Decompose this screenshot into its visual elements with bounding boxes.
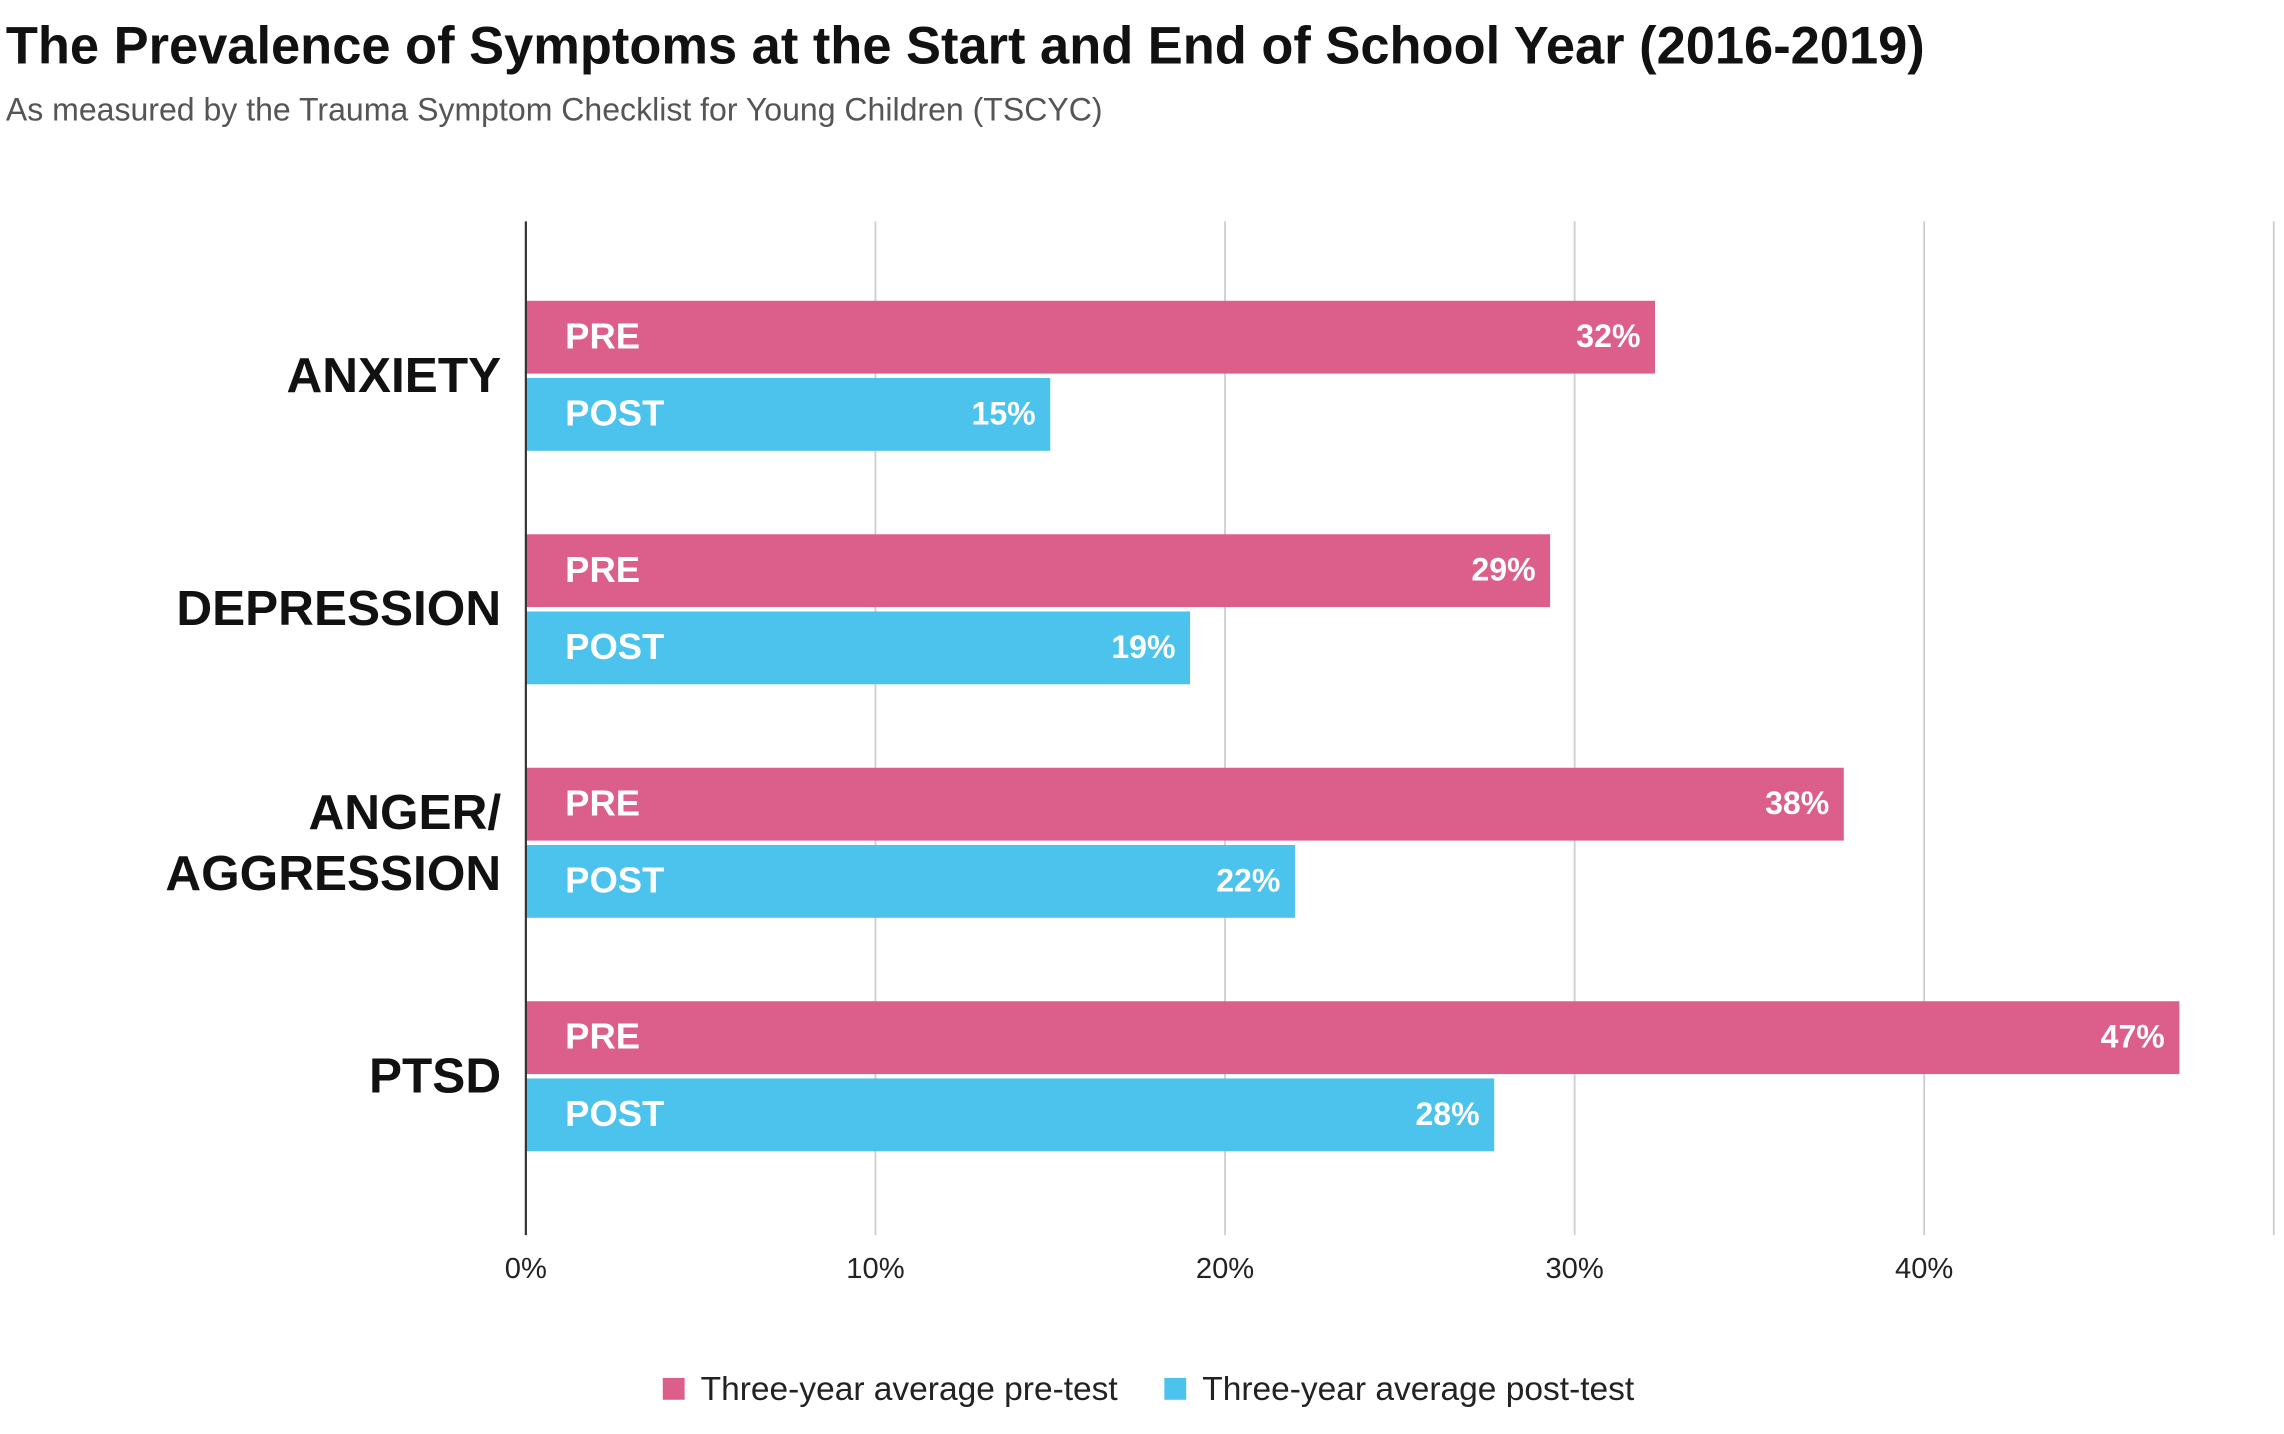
- bar-series-label: PRE: [565, 315, 640, 356]
- x-tick-label: 30%: [1545, 1253, 1603, 1285]
- bar: [525, 300, 1656, 374]
- value-label: 19%: [1111, 629, 1175, 665]
- value-label: 22%: [1216, 862, 1280, 898]
- category-label: ANXIETY: [286, 348, 502, 404]
- value-label: 15%: [972, 395, 1036, 431]
- category-label: PTSD: [369, 1048, 502, 1104]
- bar-series-label: POST: [565, 392, 664, 433]
- bar-series-label: POST: [565, 859, 664, 900]
- chart-title: The Prevalence of Symptoms at the Start …: [6, 17, 1925, 75]
- bar-series-label: PRE: [565, 549, 640, 590]
- x-tick-label: 10%: [846, 1253, 904, 1285]
- value-label: 29%: [1471, 552, 1535, 588]
- legend-swatch: [662, 1377, 685, 1400]
- value-label: 28%: [1416, 1096, 1480, 1132]
- legend-label: Three-year average pre-test: [701, 1371, 1119, 1408]
- chart-subtitle: As measured by the Trauma Symptom Checkl…: [6, 92, 1103, 128]
- value-label: 47%: [2101, 1019, 2165, 1055]
- x-tick-label: 20%: [1196, 1253, 1254, 1285]
- bar: [525, 377, 1051, 451]
- category-label-box: DEPRESSION: [176, 581, 502, 637]
- bar-series-label: POST: [565, 1093, 664, 1134]
- x-tick-label: 0%: [505, 1253, 547, 1285]
- bar: [525, 611, 1191, 685]
- category-label: ANGER/ AGGRESSION: [165, 784, 502, 902]
- legend-label: Three-year average post-test: [1202, 1371, 1635, 1408]
- bar-series-label: POST: [565, 626, 664, 667]
- bar: [525, 1078, 1495, 1152]
- bar: [525, 844, 1295, 918]
- bar-series-label: PRE: [565, 1016, 640, 1057]
- category-label-box: ANGER/ AGGRESSION: [165, 784, 502, 902]
- value-label: 38%: [1765, 785, 1829, 821]
- category-label: DEPRESSION: [176, 581, 502, 637]
- bar: [525, 1001, 2180, 1075]
- category-label-box: ANXIETY: [286, 348, 502, 404]
- bar: [525, 767, 1844, 841]
- value-label: 32%: [1576, 318, 1640, 354]
- legend-swatch: [1164, 1377, 1187, 1400]
- category-label-box: PTSD: [369, 1048, 502, 1104]
- bar: [525, 534, 1551, 608]
- x-tick-label: 40%: [1895, 1253, 1953, 1285]
- bar-series-label: PRE: [565, 782, 640, 823]
